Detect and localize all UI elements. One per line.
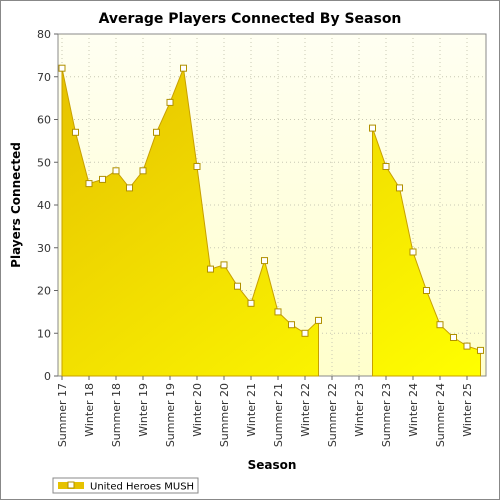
data-point bbox=[112, 167, 120, 175]
data-point bbox=[315, 316, 322, 324]
x-tick-label: Winter 23 bbox=[353, 383, 366, 437]
x-tick-label: Summer 18 bbox=[110, 383, 123, 447]
data-point bbox=[193, 163, 201, 170]
y-tick-label: 10 bbox=[37, 327, 51, 340]
data-point bbox=[463, 342, 471, 350]
data-point bbox=[207, 265, 214, 273]
x-tick-label: Winter 18 bbox=[83, 383, 96, 437]
series-markers bbox=[58, 64, 484, 354]
x-tick-label: Summer 23 bbox=[380, 383, 393, 447]
y-tick-label: 60 bbox=[37, 114, 51, 127]
legend: United Heroes MUSH bbox=[52, 477, 199, 494]
data-point bbox=[99, 175, 106, 183]
y-axis: 0 10 20 30 40 50 60 70 80 bbox=[37, 28, 58, 383]
data-point bbox=[85, 180, 93, 188]
data-point bbox=[180, 64, 187, 72]
x-tick-label: Winter 20 bbox=[191, 383, 204, 437]
x-axis: Summer 17 Winter 18 Summer 18 Winter 19 Summ… bbox=[56, 376, 474, 447]
y-tick-label: 80 bbox=[37, 28, 51, 41]
data-point bbox=[301, 329, 309, 337]
data-point bbox=[72, 128, 79, 136]
series-area-fill bbox=[61, 66, 481, 377]
x-tick-label: Summer 21 bbox=[272, 383, 285, 447]
data-point bbox=[477, 346, 484, 354]
x-tick-label: Summer 20 bbox=[218, 383, 231, 447]
x-tick-label: Winter 19 bbox=[137, 383, 150, 437]
legend-marker bbox=[67, 481, 75, 489]
y-tick-label: 30 bbox=[37, 242, 51, 255]
data-point bbox=[220, 261, 228, 269]
x-tick-label: Winter 22 bbox=[299, 383, 312, 437]
y-axis-title: Players Connected bbox=[9, 142, 23, 268]
x-tick-label: Winter 25 bbox=[461, 383, 474, 437]
y-tick-label: 20 bbox=[37, 285, 51, 298]
legend-box bbox=[52, 477, 199, 494]
y-tick-label: 40 bbox=[37, 199, 51, 212]
x-tick-label: Summer 19 bbox=[164, 383, 177, 447]
data-point bbox=[382, 163, 390, 170]
x-tick-label: Summer 17 bbox=[56, 383, 69, 447]
x-tick-label: Winter 24 bbox=[407, 383, 420, 437]
data-point bbox=[153, 128, 160, 136]
data-point bbox=[58, 64, 66, 72]
data-point bbox=[409, 248, 417, 256]
data-point bbox=[369, 124, 376, 132]
legend-label: United Heroes MUSH bbox=[90, 482, 194, 493]
x-tick-label: Summer 22 bbox=[326, 383, 339, 447]
data-point bbox=[139, 167, 147, 175]
chart-title: Average Players Connected By Season bbox=[99, 11, 402, 27]
data-point bbox=[436, 321, 444, 329]
x-tick-label: Summer 24 bbox=[434, 383, 447, 447]
data-point bbox=[126, 184, 133, 192]
data-point bbox=[423, 287, 430, 294]
x-axis-title: Season bbox=[248, 458, 297, 472]
data-point bbox=[396, 184, 403, 192]
series-area bbox=[61, 66, 481, 377]
data-point bbox=[288, 321, 295, 329]
data-point bbox=[261, 257, 268, 265]
data-point bbox=[274, 308, 282, 316]
data-point bbox=[234, 282, 241, 290]
data-point bbox=[247, 299, 255, 307]
x-tick-label: Winter 21 bbox=[245, 383, 258, 437]
y-tick-label: 50 bbox=[37, 156, 51, 169]
data-point bbox=[450, 334, 457, 341]
y-tick-label: 0 bbox=[44, 370, 51, 383]
data-point bbox=[166, 98, 174, 106]
y-tick-label: 70 bbox=[37, 71, 51, 84]
